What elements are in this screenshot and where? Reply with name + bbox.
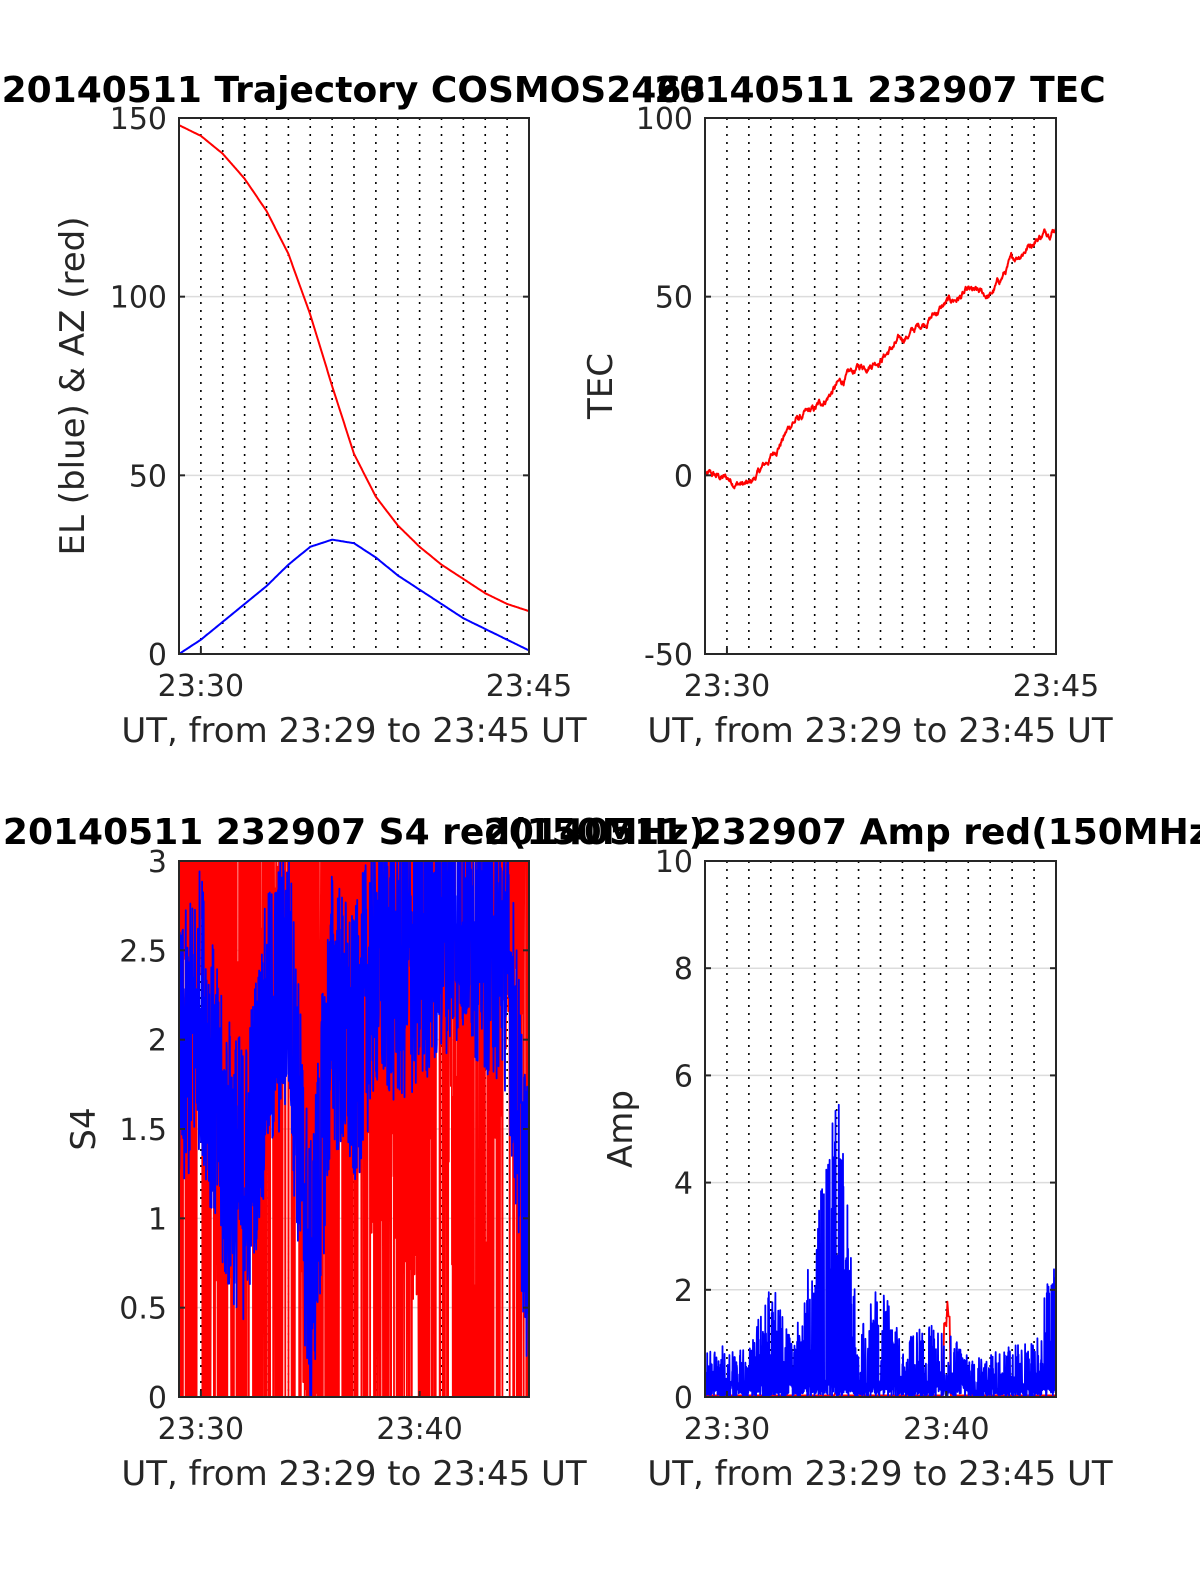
s4-y-tick-label: 0	[148, 1381, 167, 1416]
tec-series-red-line	[704, 227, 1057, 490]
amp-panel: 0 2 4 6 8 10 23:30 23:40 20140511 232907 Amp re…	[484, 812, 1200, 1494]
s4-y-tick-label: 2	[148, 1024, 167, 1059]
amp-ticks: 0 2 4 6 8 10 23:30 23:40	[655, 845, 1056, 1447]
tec-axes-frame	[704, 117, 1057, 655]
trajectory-series	[178, 124, 530, 655]
tec-y-tick-label: -50	[644, 638, 693, 673]
trajectory-y-label: EL (blue) & AZ (red)	[53, 216, 93, 555]
tec-title: 20140511 232907 TEC	[654, 70, 1105, 111]
trajectory-x-tick-label: 23:30	[158, 669, 244, 704]
trajectory-series-red-line	[178, 124, 530, 613]
trajectory-grid	[179, 118, 529, 654]
s4-panel: 0 0.5 1 1.5 2 2.5 3 23:30 23:40 20140511 232907 …	[3, 812, 705, 1494]
amp-y-tick-label: 10	[655, 845, 693, 880]
trajectory-title: 20140511 Trajectory COSMOS2463	[2, 70, 707, 111]
s4-y-tick-label: 1	[148, 1202, 167, 1237]
trajectory-x-label: UT, from 23:29 to 23:45 UT	[121, 711, 587, 751]
tec-y-tick-label: 0	[674, 459, 693, 494]
trajectory-y-tick-label: 150	[110, 102, 167, 137]
amp-x-label: UT, from 23:29 to 23:45 UT	[647, 1454, 1113, 1494]
amp-y-tick-label: 0	[674, 1381, 693, 1416]
s4-y-tick-label: 2.5	[119, 934, 167, 969]
amp-x-tick-label: 23:30	[684, 1412, 770, 1447]
trajectory-y-tick-label: 100	[110, 281, 167, 316]
amp-axes-frame	[704, 860, 1057, 1398]
trajectory-series-blue-line	[178, 538, 530, 655]
trajectory-axes-frame	[178, 117, 530, 655]
tec-x-tick-label: 23:45	[1013, 669, 1099, 704]
trajectory-ticks: 0 50 100 150 23:30 23:45	[110, 102, 573, 704]
tec-x-label: UT, from 23:29 to 23:45 UT	[647, 711, 1113, 751]
s4-x-tick-label: 23:40	[376, 1412, 462, 1447]
amp-y-tick-label: 4	[674, 1167, 693, 1202]
tec-ticks: -50 0 50 100 23:30 23:45	[636, 102, 1100, 704]
tec-y-tick-label: 100	[636, 102, 693, 137]
amp-grid	[705, 861, 1056, 1397]
amp-y-label: Amp	[601, 1090, 641, 1168]
s4-x-label: UT, from 23:29 to 23:45 UT	[121, 1454, 587, 1494]
trajectory-y-tick-label: 0	[148, 638, 167, 673]
s4-title: 20140511 232907 S4 red(150MHz)	[3, 812, 705, 853]
amp-x-tick-label: 23:40	[903, 1412, 989, 1447]
s4-y-tick-label: 3	[148, 845, 167, 880]
s4-y-tick-label: 0.5	[119, 1292, 167, 1327]
amp-y-tick-label: 8	[674, 952, 693, 987]
s4-y-tick-label: 1.5	[119, 1113, 167, 1148]
tec-x-tick-label: 23:30	[684, 669, 770, 704]
trajectory-y-tick-label: 50	[129, 459, 167, 494]
tec-series	[704, 227, 1057, 490]
tec-y-tick-label: 50	[655, 281, 693, 316]
s4-y-label: S4	[64, 1107, 104, 1150]
s4-x-tick-label: 23:30	[158, 1412, 244, 1447]
trajectory-panel: 0 50 100 150 23:30 23:45 20140511 Trajectory …	[2, 70, 707, 751]
s4-ticks: 0 0.5 1 1.5 2 2.5 3 23:30 23:40	[119, 845, 529, 1447]
amp-y-tick-label: 6	[674, 1059, 693, 1094]
tec-grid	[705, 118, 1056, 654]
amp-y-tick-label: 2	[674, 1274, 693, 1309]
trajectory-x-tick-label: 23:45	[486, 669, 572, 704]
amp-title: 20140511 232907 Amp red(150MHz)	[484, 812, 1200, 853]
s4-series-blue-line	[178, 860, 530, 1398]
amp-series-blue-line	[704, 1103, 1057, 1398]
tec-y-label: TEC	[581, 353, 621, 420]
amp-series	[704, 1103, 1057, 1398]
